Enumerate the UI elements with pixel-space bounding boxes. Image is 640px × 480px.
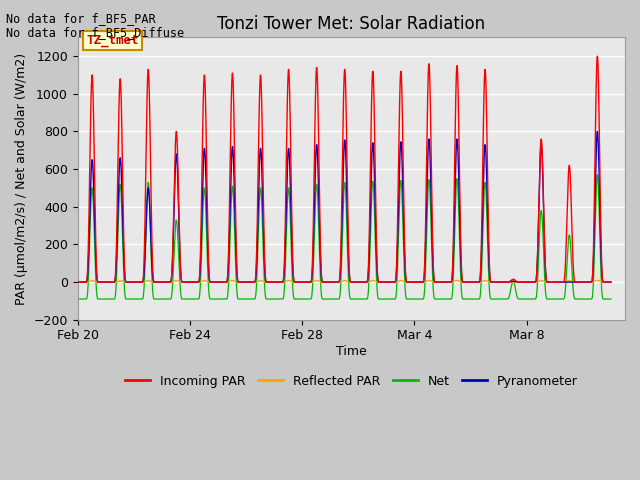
Title: Tonzi Tower Met: Solar Radiation: Tonzi Tower Met: Solar Radiation — [217, 15, 485, 33]
X-axis label: Time: Time — [336, 345, 367, 358]
Text: No data for f_BF5_Diffuse: No data for f_BF5_Diffuse — [6, 26, 184, 39]
Legend: Incoming PAR, Reflected PAR, Net, Pyranometer: Incoming PAR, Reflected PAR, Net, Pyrano… — [120, 370, 583, 393]
Text: TZ_tmet: TZ_tmet — [86, 34, 139, 47]
Text: No data for f_BF5_PAR: No data for f_BF5_PAR — [6, 12, 156, 25]
Y-axis label: PAR (μmol/m2/s) / Net and Solar (W/m2): PAR (μmol/m2/s) / Net and Solar (W/m2) — [15, 52, 28, 305]
